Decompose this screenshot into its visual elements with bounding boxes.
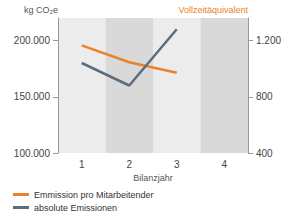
svg-text:3: 3 (174, 159, 180, 170)
svg-text:2: 2 (126, 159, 132, 170)
svg-text:absolute Emissionen: absolute Emissionen (34, 203, 117, 213)
svg-text:800: 800 (256, 91, 273, 102)
svg-text:150.000: 150.000 (14, 91, 51, 102)
svg-text:Vollzeitäquivalent: Vollzeitäquivalent (178, 5, 248, 15)
svg-text:kg CO₂e: kg CO₂e (24, 5, 58, 15)
svg-text:200.000: 200.000 (14, 35, 51, 46)
svg-text:4: 4 (221, 159, 227, 170)
svg-text:1: 1 (79, 159, 85, 170)
svg-text:Emmission pro Mitarbeitender: Emmission pro Mitarbeitender (34, 190, 154, 200)
svg-text:400: 400 (256, 148, 273, 159)
svg-text:1.200: 1.200 (256, 35, 281, 46)
svg-text:100.000: 100.000 (14, 148, 51, 159)
svg-text:Bilanzjahr: Bilanzjahr (133, 173, 173, 183)
